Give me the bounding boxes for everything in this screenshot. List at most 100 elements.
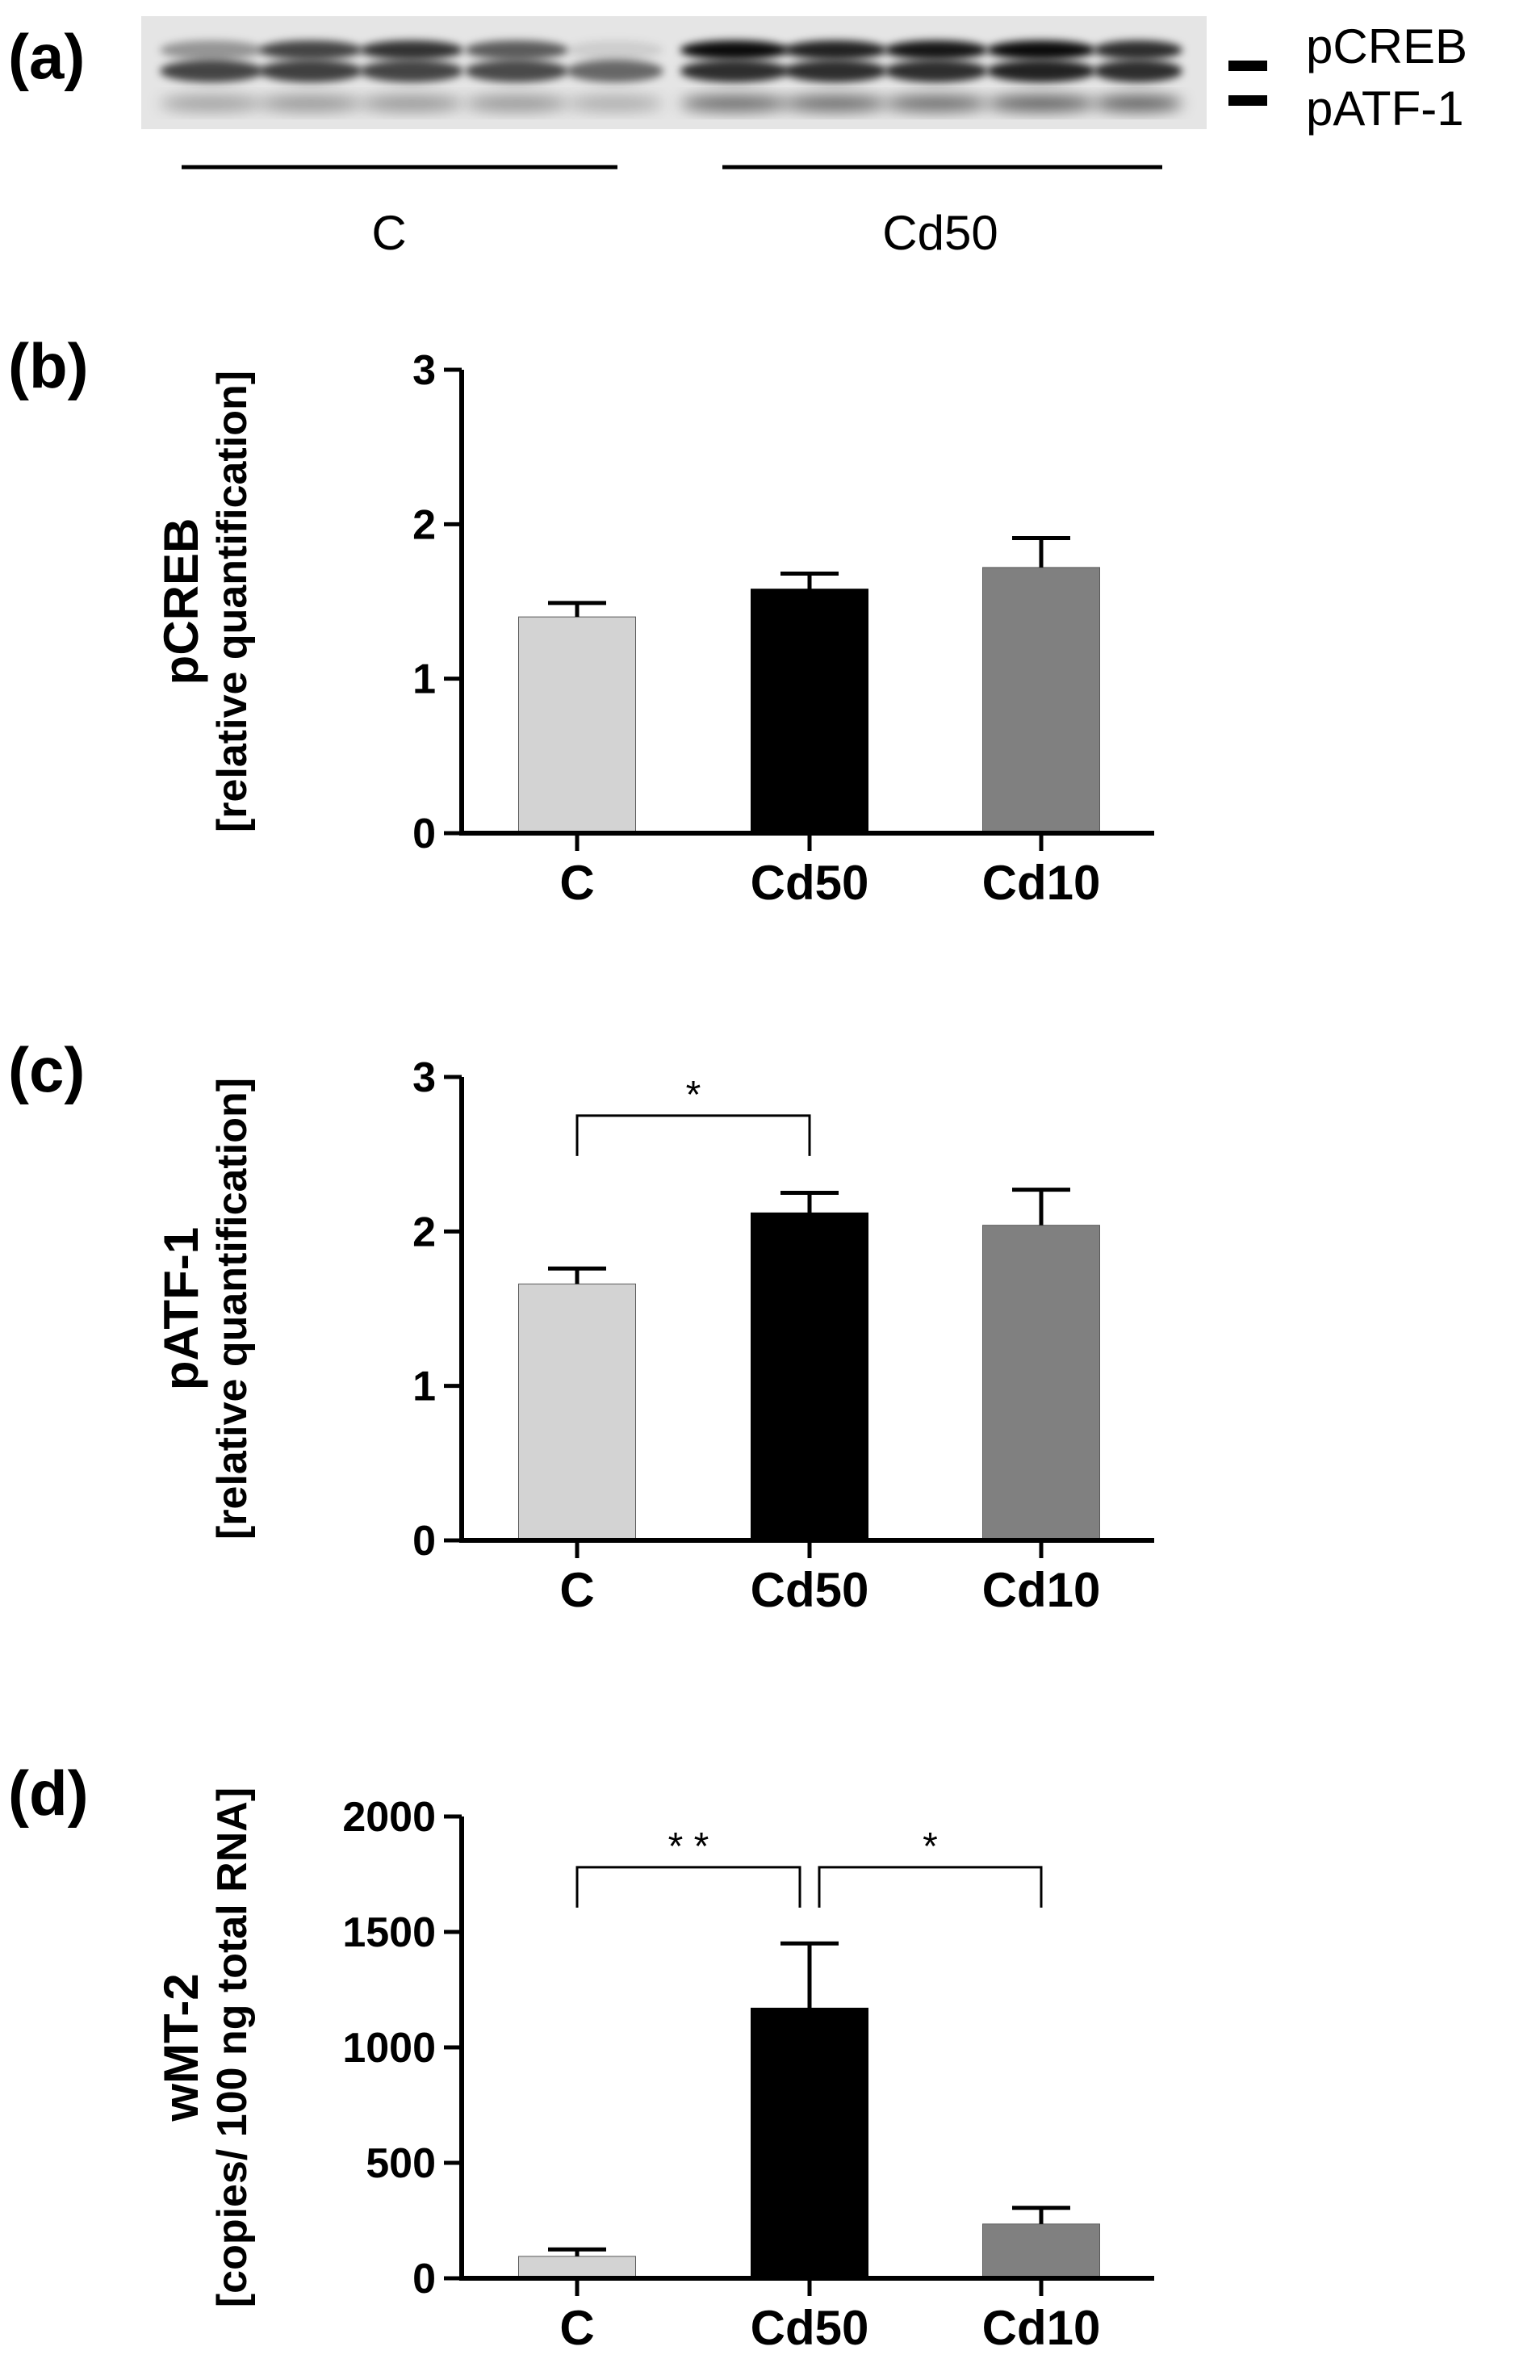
y-axis-label: pATF-1 [154, 1227, 208, 1390]
x-tick-label: Cd50 [751, 2301, 869, 2355]
band-marker-pcreb [1228, 61, 1267, 71]
bar-c [518, 1283, 636, 1541]
x-tick-label: Cd10 [982, 2301, 1101, 2355]
blot-band [784, 60, 887, 82]
blot-band [360, 40, 463, 60]
y-tick-label: 2 [412, 1209, 436, 1255]
blot-lane [885, 40, 988, 111]
bar-c [518, 616, 636, 834]
y-axis-label: wMT-2 [154, 1973, 208, 2122]
y-tick-label: 1 [412, 1364, 436, 1410]
x-tick-label: Cd50 [751, 856, 869, 910]
bar-cd10 [982, 1225, 1100, 1541]
blot-band [259, 60, 362, 82]
blot-band [680, 95, 789, 111]
blot-band [885, 40, 988, 60]
significance-bracket [818, 1866, 1043, 1908]
panel-b: (b) 0 1 2 3 C Cd50 Cd10 pCREB [relative quantifi… [8, 330, 1154, 910]
blot-band [784, 95, 887, 111]
blot-band [1094, 40, 1182, 60]
band-label-patf1: pATF-1 [1306, 82, 1464, 136]
x-tick-label: Cd50 [751, 1563, 869, 1617]
blot-band [259, 95, 362, 111]
blot-lane [465, 40, 568, 111]
blot-band [567, 95, 663, 111]
group-label-cd50: Cd50 [882, 206, 998, 260]
y-tick-label: 3 [412, 1054, 436, 1101]
blot-band [1094, 60, 1182, 82]
band-label-pcreb: pCREB [1306, 19, 1467, 73]
blot-band [160, 95, 263, 111]
blot-band [360, 95, 463, 111]
bar-cd50 [751, 589, 868, 834]
blot-band [465, 60, 568, 82]
group-label-c: C [371, 206, 406, 260]
x-tick-label: Cd10 [982, 856, 1101, 910]
y-tick-label: 0 [412, 1518, 436, 1565]
y-tick-label: 1500 [342, 1909, 436, 1956]
panel-c-label: (c) [8, 1034, 85, 1105]
panel-a-label: (a) [8, 21, 85, 92]
blot-lane [360, 40, 463, 111]
y-axis-label: pCREB [154, 518, 208, 685]
y-tick-label: 3 [412, 347, 436, 394]
blot-image [141, 16, 1207, 129]
blot-band [360, 60, 463, 82]
blot-lane [160, 40, 263, 111]
blot-band [465, 40, 568, 60]
band-marker-patf1 [1228, 95, 1267, 106]
significance-label: * [923, 1825, 938, 1868]
y-tick-label: 0 [412, 811, 436, 857]
bar-cd50 [751, 2007, 868, 2279]
bar-cd10 [982, 2223, 1100, 2279]
significance-bracket [575, 1866, 801, 1908]
y-tick-label: 1 [412, 656, 436, 703]
y-tick-label: 2 [412, 501, 436, 548]
blot-band [986, 95, 1096, 111]
significance-label: * * [668, 1825, 709, 1868]
panel-b-label: (b) [8, 330, 89, 401]
blot-band [986, 60, 1096, 82]
blot-band [160, 60, 263, 82]
panel-d: (d) 0 500 1000 1500 2000 C Cd50 Cd10 wMT-2 [copie… [8, 1758, 1154, 2355]
blot-band [567, 60, 663, 82]
significance-label: * [686, 1074, 701, 1117]
blot-lane [1094, 40, 1182, 111]
x-tick-label: C [559, 2301, 594, 2355]
blot-lane [784, 40, 887, 111]
x-tick-label: C [559, 856, 594, 910]
blot-band [160, 40, 263, 60]
y-tick-label: 0 [412, 2256, 436, 2302]
blot-band [465, 95, 568, 111]
bar-c [518, 2256, 636, 2279]
y-axis-sublabel: [relative quantification] [209, 371, 256, 832]
blot-band [680, 60, 789, 82]
x-tick-label: C [559, 1563, 594, 1617]
panel-d-label: (d) [8, 1758, 89, 1829]
blot-lane [680, 40, 789, 111]
blot-band [680, 40, 789, 60]
y-tick-label: 2000 [342, 1794, 436, 1841]
panel-c: (c) 0 1 2 3 C Cd50 Cd10 pATF-1 [relative quantif… [8, 1034, 1154, 1617]
blot-band [885, 60, 988, 82]
blot-band [259, 40, 362, 60]
blot-band [784, 40, 887, 60]
significance-bracket [575, 1114, 811, 1156]
blot-lane [986, 40, 1096, 111]
blot-band [567, 40, 663, 60]
blot-band [986, 40, 1096, 60]
panel-a: (a) pCREB pATF-1 C Cd50 [8, 16, 1467, 260]
y-tick-label: 500 [366, 2140, 436, 2187]
y-axis-sublabel: [copies/ 100 ng total RNA] [209, 1787, 256, 2307]
x-tick-label: Cd10 [982, 1563, 1101, 1617]
blot-bands [160, 40, 1182, 111]
blot-band [1094, 95, 1182, 111]
y-tick-label: 1000 [342, 2025, 436, 2072]
blot-band [885, 95, 988, 111]
bar-cd10 [982, 567, 1100, 834]
y-axis-sublabel: [relative quantification] [209, 1078, 256, 1540]
blot-lane [567, 40, 663, 111]
blot-lane [259, 40, 362, 111]
bar-cd50 [751, 1212, 868, 1541]
